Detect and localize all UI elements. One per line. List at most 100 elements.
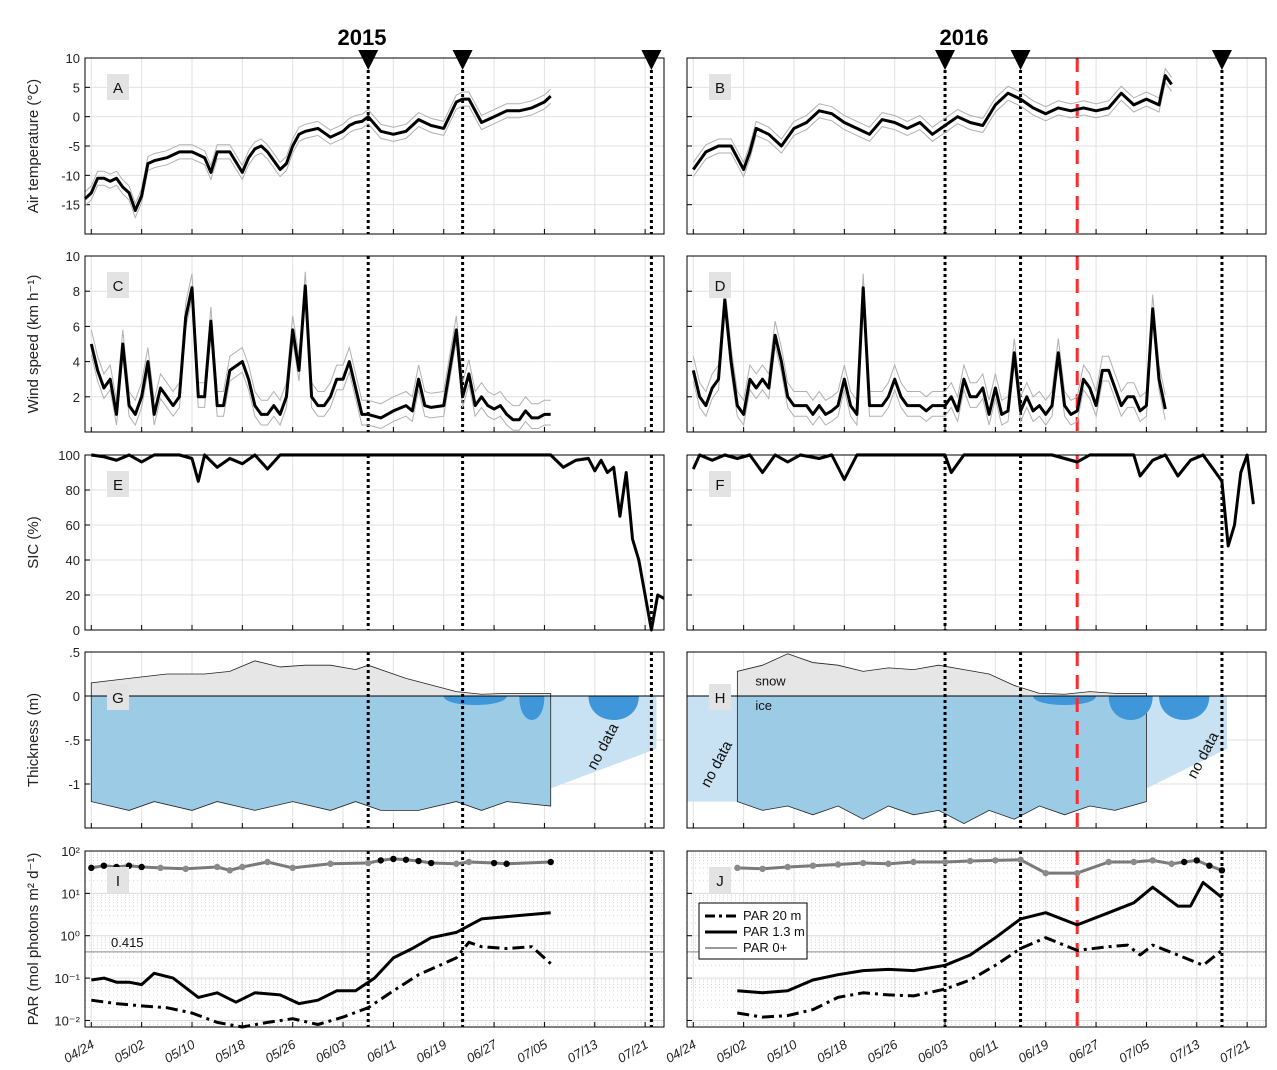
- event-triangle-marker: [935, 50, 956, 70]
- axes-frame-D: [686, 255, 1267, 433]
- series-envelope-upper: [91, 452, 665, 629]
- par0-point: [490, 859, 498, 867]
- par0-point: [157, 864, 164, 872]
- par0-point: [1218, 867, 1226, 874]
- par0-point: [100, 862, 108, 869]
- par0-point: [834, 861, 842, 868]
- event-triangle-marker: [641, 50, 662, 70]
- par0-point: [213, 863, 221, 871]
- y-tick-I: 10²: [61, 844, 80, 859]
- par0-point: [427, 859, 435, 867]
- x-tick-label: 06/11: [966, 1037, 1001, 1066]
- no-data-region-right: [1146, 696, 1227, 789]
- series-line-F: [691, 453, 1255, 548]
- legend-entry: PAR 20 m: [743, 908, 801, 923]
- par0-point: [941, 858, 949, 866]
- y-tick-A: -15: [61, 198, 80, 213]
- par0-point: [390, 855, 397, 863]
- y-tick-G: -.5: [65, 733, 80, 748]
- melt-pond: [588, 696, 639, 720]
- snow-label: snow: [755, 673, 786, 688]
- x-tick-label: 07/13: [1167, 1036, 1203, 1066]
- panel-label-C: C: [113, 278, 124, 295]
- panel-label-box: [107, 272, 129, 298]
- event-triangle-marker: [452, 50, 473, 70]
- par0-point: [759, 865, 766, 873]
- par0-point: [1168, 860, 1175, 867]
- year-title-2015: 2015: [338, 25, 387, 50]
- panel-label-box: [709, 471, 731, 497]
- threshold-label: 0.415: [111, 935, 144, 950]
- series-envelope-lower: [692, 81, 1173, 178]
- series-envelope-upper: [692, 452, 1254, 545]
- melt-pond: [519, 696, 545, 720]
- event-triangle-marker: [1211, 50, 1232, 70]
- par0-point: [734, 864, 741, 872]
- snow-area-H: [736, 653, 1147, 697]
- no-data-region-left: [687, 696, 738, 802]
- axes-frame-G: [84, 651, 665, 829]
- y-axis-label-G: Thickness (m): [25, 693, 42, 787]
- axes-frame-B: [686, 57, 1267, 235]
- panel-label-B: B: [715, 80, 725, 97]
- series-line-J-PAR-20-m: [737, 936, 1223, 1019]
- x-tick-label: 06/19: [1016, 1037, 1052, 1066]
- ice-area-H: [736, 695, 1147, 825]
- axes-frame-C: [84, 255, 665, 433]
- par0-point: [910, 858, 917, 866]
- series-envelope-upper: [84, 88, 552, 205]
- par0-point: [1130, 858, 1138, 866]
- series-line-E: [91, 453, 665, 632]
- x-tick-label: 07/21: [615, 1037, 651, 1066]
- y-tick-I: 10⁰: [60, 929, 80, 944]
- panel-label-box: [107, 74, 129, 100]
- par0-point: [182, 865, 189, 873]
- series-line-D: [691, 286, 1167, 416]
- melt-pond: [1159, 696, 1210, 720]
- series-envelope-upper: [692, 67, 1173, 164]
- x-tick-label: 07/05: [1116, 1036, 1152, 1066]
- event-triangle-marker: [358, 50, 379, 70]
- panel-label-box: [107, 867, 129, 893]
- axes-frame-I: [84, 850, 665, 1028]
- legend-entry: PAR 1.3 m: [743, 924, 805, 939]
- y-tick-G: .5: [69, 645, 80, 660]
- par0-point: [1180, 858, 1188, 866]
- par0-point: [415, 857, 422, 865]
- y-tick-E: 80: [66, 483, 80, 498]
- panel-label-A: A: [113, 80, 123, 97]
- panel-label-G: G: [112, 690, 124, 707]
- par0-point: [1206, 862, 1213, 869]
- par0-point: [503, 860, 510, 867]
- panel-label-box: [709, 867, 731, 893]
- y-tick-C: 4: [73, 355, 80, 370]
- y-axis-label-A: Air temperature (°C): [25, 79, 42, 213]
- series-envelope-lower: [91, 455, 665, 632]
- panel-label-box: [709, 272, 731, 298]
- y-tick-I: 10¹: [61, 886, 80, 901]
- y-axis-label-E: SIC (%): [25, 516, 42, 569]
- par0-point: [1073, 869, 1081, 877]
- axes-frame-H: [686, 651, 1267, 829]
- y-tick-C: 8: [73, 284, 80, 299]
- par0-point: [365, 859, 372, 867]
- panel-label-F: F: [715, 477, 724, 494]
- series-envelope-lower: [90, 296, 551, 431]
- x-tick-label: 05/26: [864, 1036, 900, 1066]
- axes-frame-E: [84, 454, 665, 631]
- par0-point: [547, 858, 554, 866]
- par0-point: [784, 863, 791, 871]
- par0-point: [138, 863, 145, 871]
- x-tick-label: 05/02: [111, 1036, 147, 1066]
- par0-point: [226, 867, 233, 874]
- par0-point: [465, 858, 473, 866]
- y-tick-G: 0: [73, 689, 80, 704]
- panel-label-I: I: [116, 873, 120, 890]
- series-envelope-upper: [90, 271, 551, 407]
- axes-frame-J: [686, 850, 1267, 1028]
- y-tick-G: -1: [68, 777, 80, 792]
- par0-point: [1149, 857, 1156, 864]
- ice-label: ice: [755, 698, 772, 713]
- par0-point: [402, 856, 410, 863]
- x-tick-label: 06/11: [364, 1037, 399, 1066]
